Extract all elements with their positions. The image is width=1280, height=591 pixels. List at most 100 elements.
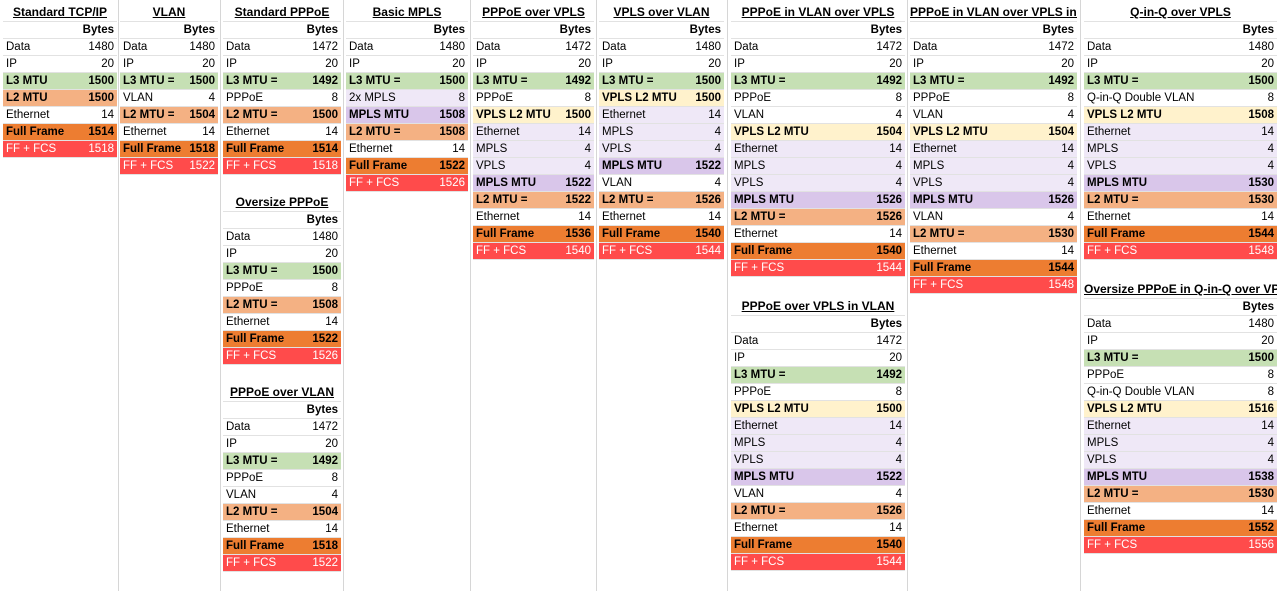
row-label: MPLS [602,126,634,138]
row-label: Data [226,421,251,433]
table-row: IP 20 [473,56,594,73]
row-label: FF + FCS [734,556,785,568]
row-value: 1514 [88,126,114,138]
table-title: Q-in-Q over VPLS [1084,4,1277,22]
row-label: PPPoE [1087,369,1125,381]
row-label: L2 MTU = [123,109,175,121]
table-row: VPLS L2 MTU 1500 [731,401,905,418]
table-row: FF + FCS 1548 [910,277,1077,294]
row-value: 1492 [876,369,902,381]
row-label: Ethernet [226,126,270,138]
row-label: Full Frame [349,160,408,172]
table-row: L3 MTU = 1500 [346,73,468,90]
table-row: L3 MTU = 1500 [223,263,341,280]
table-row: Data 1480 [3,39,117,56]
table-title: PPPoE over VPLS [473,4,594,22]
table-row: MPLS MTU 1538 [1084,469,1277,486]
table-row: VPLS 4 [1084,158,1277,175]
table-row: VPLS 4 [731,175,905,192]
row-value: 8 [895,386,902,398]
row-label: Ethernet [1087,420,1131,432]
row-label: L2 MTU = [602,194,654,206]
row-value: 1556 [1248,539,1274,551]
row-value: 1500 [312,109,338,121]
row-label: Ethernet [602,109,646,121]
row-label: Data [1087,41,1112,53]
row-label: 2x MPLS [349,92,396,104]
row-label: FF + FCS [123,160,174,172]
row-value: 20 [325,58,338,70]
table-row: Full Frame 1540 [599,226,724,243]
table-header-row: Bytes [599,22,724,39]
row-value: 14 [1061,245,1074,257]
row-value: 14 [1061,143,1074,155]
row-label: FF + FCS [602,245,653,257]
table-row: MPLS 4 [599,124,724,141]
unit-header: Bytes [1242,301,1274,313]
table-row: VPLS L2 MTU 1504 [910,124,1077,141]
row-value: 4 [895,488,902,500]
row-label: Ethernet [734,420,778,432]
table-row: Ethernet 14 [473,124,594,141]
row-value: 1480 [695,41,721,53]
row-label: L3 MTU = [1087,75,1139,87]
table-row: L2 MTU = 1504 [223,504,341,521]
row-label: Ethernet [913,245,957,257]
table-row: PPPoE 8 [223,90,341,107]
row-value: 1508 [439,109,465,121]
table-row: L3 MTU 1500 [3,73,117,90]
table-row: IP 20 [599,56,724,73]
row-label: VPLS L2 MTU [734,403,809,415]
table-row: PPPoE 8 [731,384,905,401]
table-row: MPLS 4 [473,141,594,158]
row-label: Data [734,41,759,53]
row-label: MPLS [734,437,766,449]
table-title: PPPoE over VLAN [223,384,341,402]
row-value: 4 [895,160,902,172]
row-value: 20 [1261,335,1274,347]
table-row: MPLS MTU 1508 [346,107,468,124]
table-row: MPLS 4 [910,158,1077,175]
unit-header: Bytes [1242,24,1274,36]
table-row: Data 1472 [223,419,341,436]
table-row: VLAN 4 [910,107,1077,124]
table-row: Ethernet 14 [910,243,1077,260]
table-row: Ethernet 14 [1084,503,1277,520]
row-value: 1526 [1048,194,1074,206]
table-title: Oversize PPPoE in Q-in-Q over VPLS [1084,281,1277,299]
row-value: 4 [1067,109,1074,121]
row-value: 1480 [312,231,338,243]
row-value: 1544 [876,262,902,274]
table-row: Ethernet 14 [731,520,905,537]
row-label: VLAN [913,211,944,223]
table-row: L2 MTU = 1500 [223,107,341,124]
row-value: 1548 [1248,245,1274,257]
row-value: 1500 [88,75,114,87]
row-value: 1526 [876,194,902,206]
column-separator [727,0,728,591]
table-row: PPPoE 8 [1084,367,1277,384]
row-value: 1526 [876,505,902,517]
unit-header: Bytes [559,24,591,36]
row-label: IP [913,58,924,70]
table-row: IP 20 [910,56,1077,73]
table-header-row: Bytes [1084,22,1277,39]
row-label: L2 MTU = [1087,488,1139,500]
row-value: 8 [331,282,338,294]
table-row: L2 MTU = 1522 [473,192,594,209]
row-value: 1518 [312,160,338,172]
row-label: Ethernet [734,228,778,240]
row-label: VPLS [734,177,764,189]
row-value: 14 [889,522,902,534]
table-row: Full Frame 1522 [346,158,468,175]
table-row: Q-in-Q Double VLAN 8 [1084,384,1277,401]
row-label: L3 MTU = [913,75,965,87]
row-label: FF + FCS [913,279,964,291]
table-header-row: Bytes [120,22,218,39]
row-value: 1492 [1048,75,1074,87]
row-label: Data [476,41,501,53]
row-value: 1508 [1248,109,1274,121]
table-row: L3 MTU = 1492 [223,73,341,90]
row-label: FF + FCS [6,143,57,155]
row-value: 8 [895,92,902,104]
